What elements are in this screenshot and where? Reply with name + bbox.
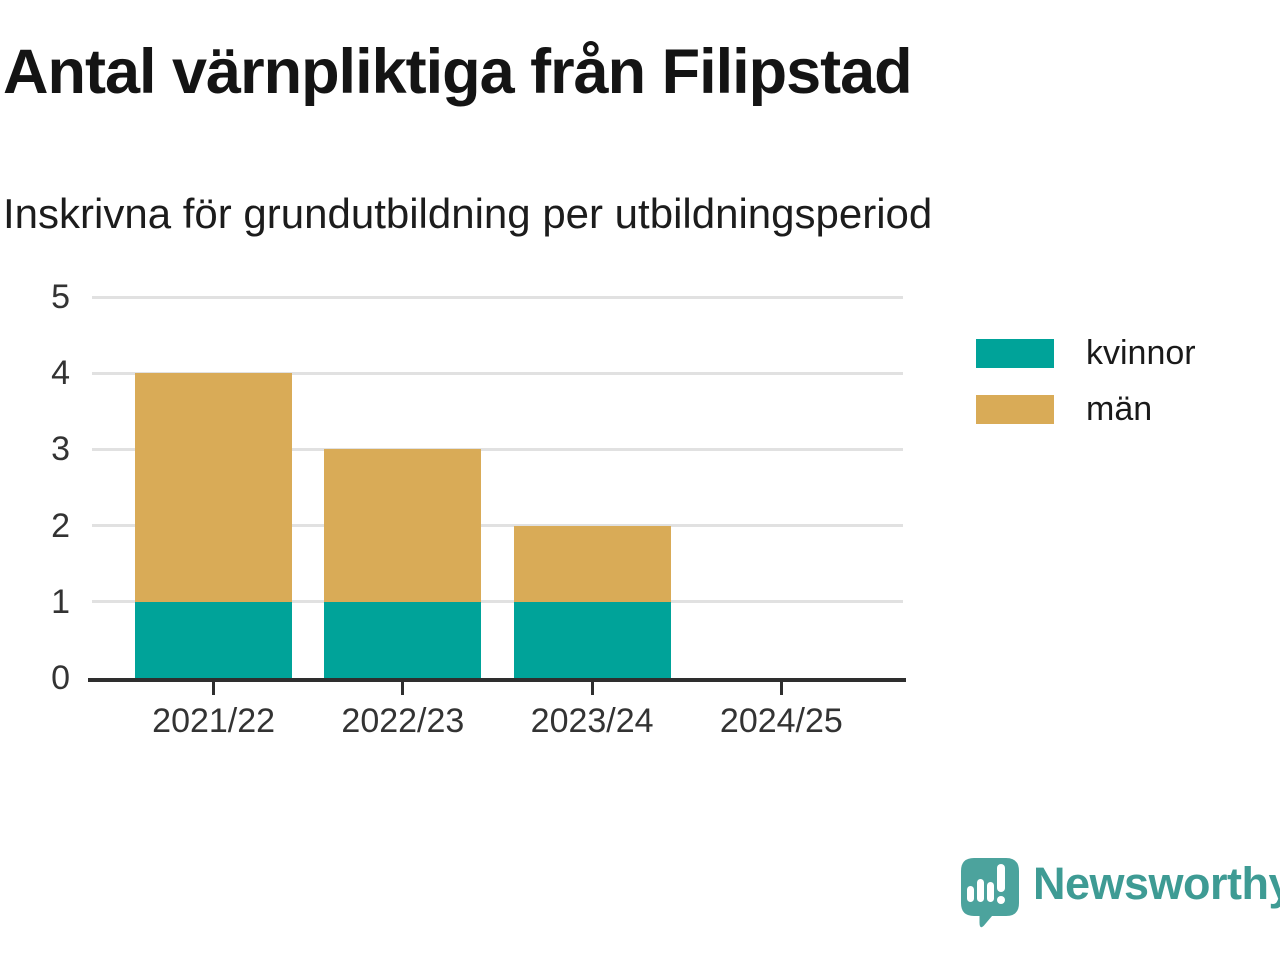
- bar-2023-24-kvinnor: [513, 601, 671, 678]
- legend-swatch-kvinnor: [976, 338, 1054, 368]
- legend-label-man: män: [1086, 390, 1153, 428]
- brand-footer: Newsworthy: [961, 858, 1280, 928]
- gridline-y1: [92, 600, 903, 604]
- plot-area: [92, 295, 903, 678]
- x-tick-label-2024-25: 2024/25: [719, 702, 843, 740]
- bar-2022-23-män: [324, 449, 482, 602]
- gridline-y2: [92, 524, 903, 528]
- x-tick-mark-2023-24: [590, 682, 594, 695]
- x-tick-label-2023-24: 2023/24: [530, 702, 654, 740]
- x-axis: 2021/22 2022/23 2023/24 2024/25: [92, 682, 903, 752]
- bar-2022-23-kvinnor: [324, 601, 482, 678]
- bar-2023-24-män: [513, 525, 671, 602]
- x-tick-label-2021-22: 2021/22: [152, 702, 276, 740]
- legend: kvinnor män: [976, 334, 1196, 450]
- y-tick-label-5: 5: [51, 278, 70, 316]
- gridline-y5: [92, 295, 903, 299]
- y-tick-label-1: 1: [51, 582, 70, 621]
- x-tick-mark-2022-23: [401, 682, 405, 695]
- y-tick-label-4: 4: [51, 354, 70, 393]
- x-tick-mark-2024-25: [779, 682, 783, 695]
- x-tick-label-2022-23: 2022/23: [341, 702, 465, 740]
- newsworthy-logo-icon: [961, 858, 1019, 928]
- y-tick-label-3: 3: [51, 430, 70, 469]
- gridline-y4: [92, 371, 903, 375]
- brand-name: Newsworthy: [1033, 858, 1280, 909]
- x-tick-mark-2021-22: [212, 682, 216, 695]
- gridline-y3: [92, 447, 903, 451]
- bar-2021-22-kvinnor: [135, 601, 293, 678]
- y-tick-label-2: 2: [51, 506, 70, 545]
- legend-label-kvinnor: kvinnor: [1086, 334, 1196, 372]
- legend-item-kvinnor: kvinnor: [976, 334, 1196, 372]
- y-axis: 0 1 2 3 4 5: [0, 278, 70, 697]
- y-tick-label-0: 0: [51, 659, 70, 697]
- x-axis-line: [88, 678, 906, 682]
- legend-item-man: män: [976, 390, 1196, 428]
- chart-subtitle: Inskrivna för grundutbildning per utbild…: [3, 190, 933, 237]
- legend-swatch-man: [976, 394, 1054, 424]
- bar-2021-22-män: [135, 373, 293, 602]
- chart-title: Antal värnpliktiga från Filipstad: [3, 37, 913, 107]
